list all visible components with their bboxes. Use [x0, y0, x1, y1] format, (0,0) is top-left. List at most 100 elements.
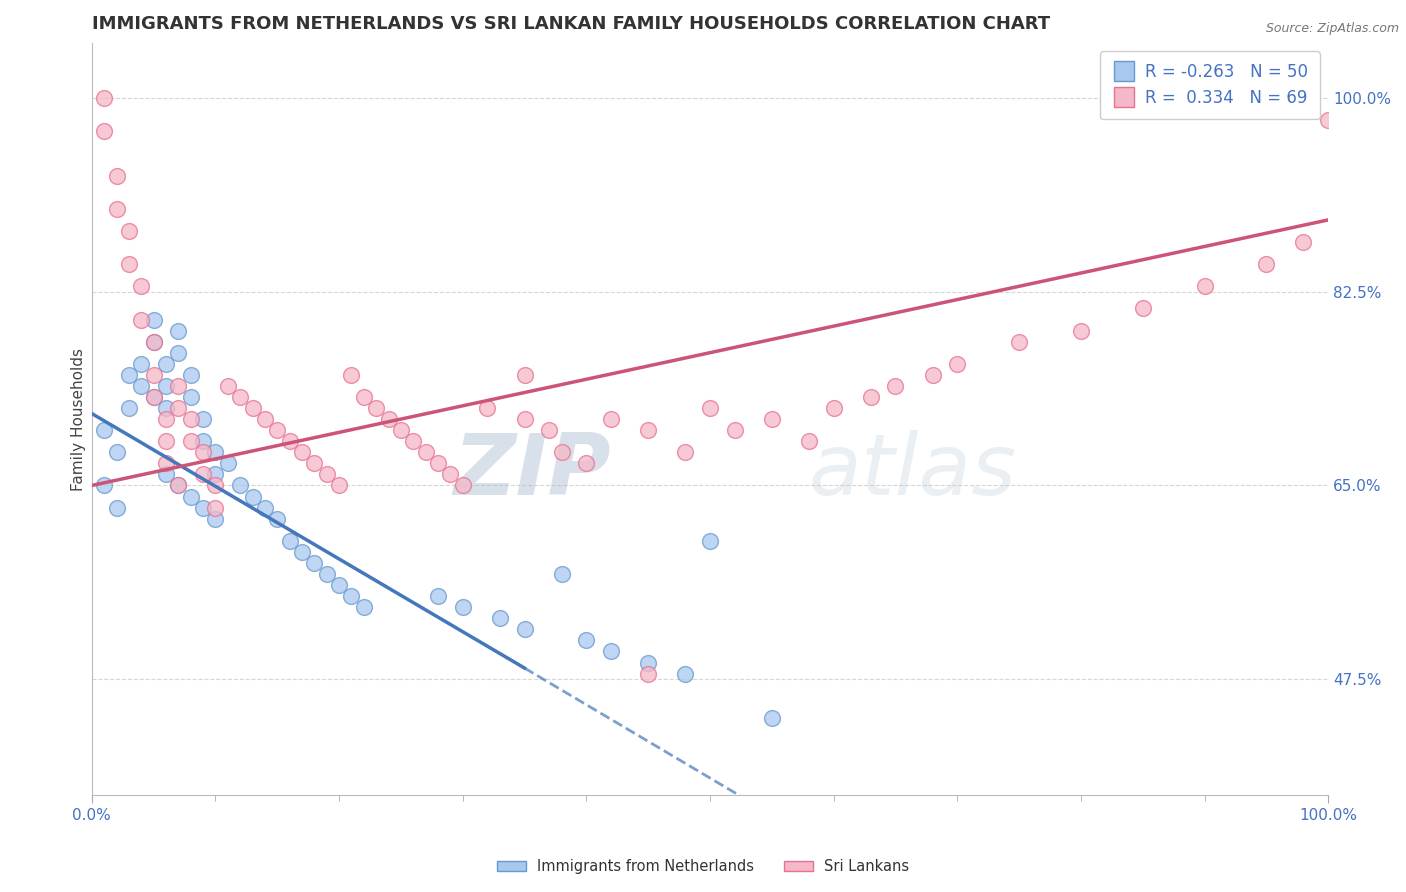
Point — [105, 500, 128, 515]
Point — [328, 578, 350, 592]
Point — [328, 478, 350, 492]
Point — [105, 202, 128, 216]
Point — [204, 511, 226, 525]
Point — [142, 334, 165, 349]
Point — [797, 434, 820, 449]
Point — [180, 390, 202, 404]
Point — [155, 434, 177, 449]
Text: atlas: atlas — [808, 430, 1017, 513]
Point — [427, 456, 450, 470]
Point — [180, 490, 202, 504]
Point — [415, 445, 437, 459]
Point — [291, 545, 314, 559]
Point — [142, 312, 165, 326]
Point — [673, 445, 696, 459]
Point — [427, 589, 450, 603]
Point — [377, 412, 399, 426]
Point — [155, 456, 177, 470]
Point — [823, 401, 845, 415]
Point — [550, 445, 572, 459]
Point — [550, 566, 572, 581]
Point — [600, 412, 623, 426]
Point — [180, 412, 202, 426]
Point — [439, 467, 461, 482]
Text: ZIP: ZIP — [453, 430, 612, 513]
Legend: Immigrants from Netherlands, Sri Lankans: Immigrants from Netherlands, Sri Lankans — [491, 854, 915, 880]
Legend: R = -0.263   N = 50, R =  0.334   N = 69: R = -0.263 N = 50, R = 0.334 N = 69 — [1099, 51, 1320, 119]
Point — [575, 456, 598, 470]
Point — [167, 345, 190, 359]
Point — [242, 490, 264, 504]
Point — [155, 379, 177, 393]
Point — [93, 124, 115, 138]
Point — [513, 623, 536, 637]
Point — [1317, 113, 1340, 128]
Point — [167, 324, 190, 338]
Point — [451, 478, 474, 492]
Point — [304, 556, 326, 570]
Point — [118, 224, 141, 238]
Point — [724, 423, 747, 437]
Point — [1256, 257, 1278, 271]
Point — [180, 368, 202, 382]
Point — [191, 412, 214, 426]
Y-axis label: Family Households: Family Households — [72, 348, 86, 491]
Point — [204, 500, 226, 515]
Point — [1292, 235, 1315, 249]
Point — [761, 412, 783, 426]
Point — [291, 445, 314, 459]
Point — [538, 423, 561, 437]
Point — [921, 368, 943, 382]
Point — [105, 169, 128, 183]
Point — [129, 312, 152, 326]
Point — [191, 434, 214, 449]
Point — [600, 644, 623, 658]
Point — [340, 368, 363, 382]
Point — [191, 467, 214, 482]
Point — [217, 379, 239, 393]
Point — [217, 456, 239, 470]
Point — [353, 390, 375, 404]
Point — [204, 445, 226, 459]
Point — [389, 423, 412, 437]
Point — [1070, 324, 1092, 338]
Point — [155, 357, 177, 371]
Point — [315, 467, 337, 482]
Point — [129, 379, 152, 393]
Point — [1008, 334, 1031, 349]
Point — [167, 478, 190, 492]
Point — [118, 257, 141, 271]
Point — [93, 478, 115, 492]
Point — [129, 279, 152, 293]
Point — [673, 666, 696, 681]
Point — [278, 434, 301, 449]
Point — [266, 511, 288, 525]
Point — [142, 334, 165, 349]
Point — [340, 589, 363, 603]
Point — [637, 666, 659, 681]
Point — [488, 611, 510, 625]
Point — [266, 423, 288, 437]
Point — [884, 379, 907, 393]
Text: IMMIGRANTS FROM NETHERLANDS VS SRI LANKAN FAMILY HOUSEHOLDS CORRELATION CHART: IMMIGRANTS FROM NETHERLANDS VS SRI LANKA… — [91, 15, 1050, 33]
Point — [191, 500, 214, 515]
Point — [1194, 279, 1216, 293]
Point — [155, 412, 177, 426]
Point — [93, 423, 115, 437]
Point — [575, 633, 598, 648]
Point — [353, 600, 375, 615]
Point — [229, 390, 252, 404]
Point — [167, 379, 190, 393]
Point — [229, 478, 252, 492]
Point — [204, 467, 226, 482]
Point — [315, 566, 337, 581]
Point — [513, 412, 536, 426]
Point — [204, 478, 226, 492]
Point — [859, 390, 882, 404]
Point — [253, 500, 276, 515]
Point — [451, 600, 474, 615]
Point — [513, 368, 536, 382]
Point — [118, 368, 141, 382]
Point — [118, 401, 141, 415]
Text: Source: ZipAtlas.com: Source: ZipAtlas.com — [1265, 22, 1399, 36]
